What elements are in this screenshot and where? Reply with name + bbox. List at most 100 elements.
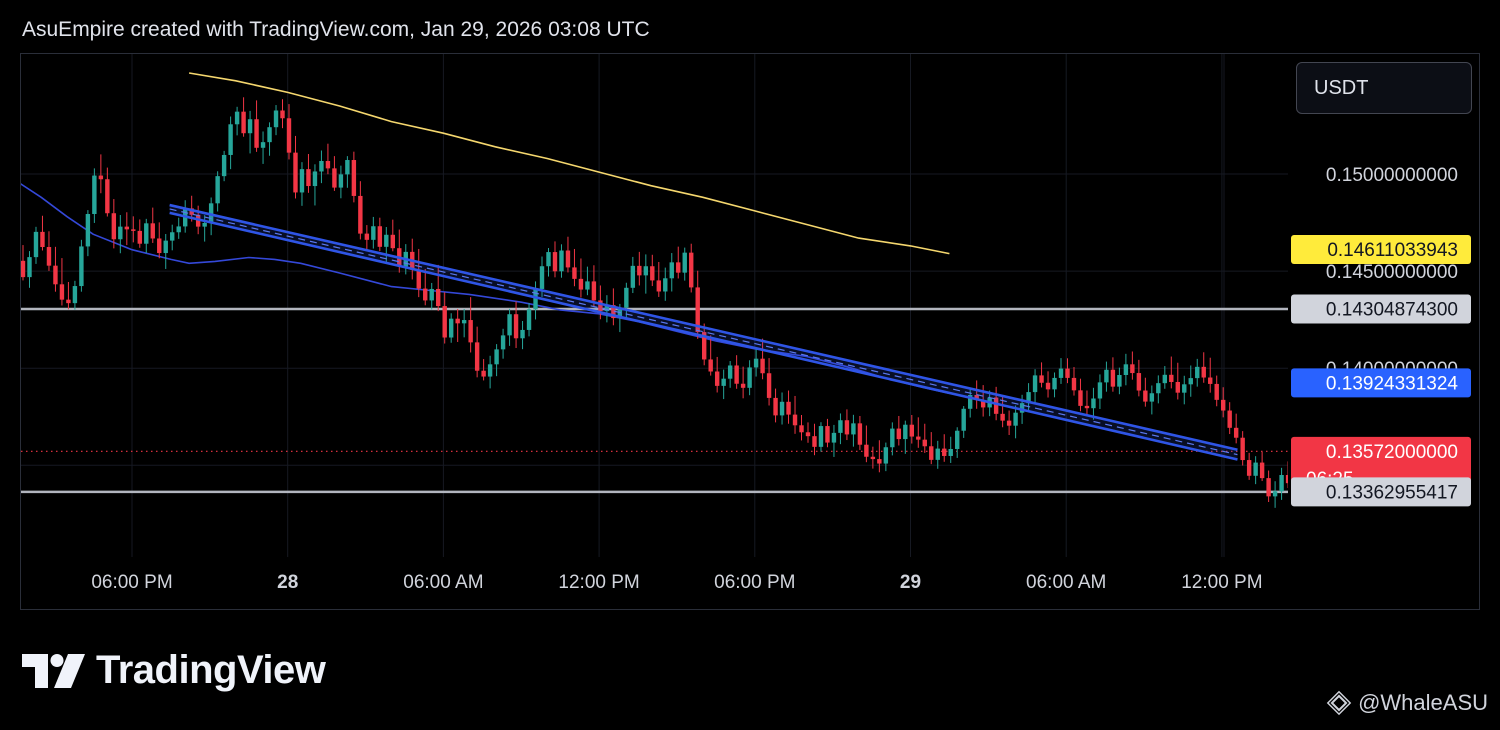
candle [1052, 372, 1057, 398]
y-axis-tick-label: 0.15000000000 [1326, 165, 1458, 186]
candle [565, 236, 571, 273]
candle [1468, 504, 1472, 529]
candle [267, 122, 272, 156]
candle [500, 328, 506, 359]
candle [105, 167, 110, 217]
candle [792, 395, 798, 434]
trend-channel[interactable] [169, 203, 1238, 461]
candle [812, 423, 817, 456]
candle [228, 116, 233, 170]
candle [423, 268, 428, 306]
candle [578, 258, 584, 298]
candle [877, 440, 882, 473]
candle [1285, 461, 1288, 489]
price-label-blue: 0.13924331324 [1291, 368, 1471, 398]
candle [526, 302, 532, 337]
candle [260, 131, 266, 164]
candle [111, 199, 117, 249]
credit-at-sign: @ [1358, 690, 1381, 715]
candle [215, 171, 220, 212]
candle [416, 248, 421, 298]
candle [740, 366, 746, 399]
candle [1013, 405, 1018, 439]
candle [241, 97, 246, 137]
candle [176, 217, 181, 239]
candle [137, 219, 142, 248]
candle [689, 243, 694, 293]
candle [53, 246, 58, 292]
candle [1117, 367, 1122, 395]
candle [72, 280, 78, 310]
candle [221, 150, 227, 182]
candle [1220, 387, 1226, 418]
currency-label: USDT [1314, 76, 1369, 99]
candle [552, 241, 558, 278]
author-credit: @ WhaleASU [1326, 690, 1488, 716]
candle [942, 434, 947, 462]
currency-button[interactable]: USDT [1296, 62, 1472, 114]
candle [773, 388, 778, 423]
candle [1032, 369, 1038, 405]
candle [273, 105, 279, 136]
candle [234, 106, 240, 136]
candle [1253, 456, 1258, 485]
candle [955, 427, 960, 458]
channel-median-line [169, 208, 1238, 456]
candle [727, 361, 733, 388]
candle [157, 222, 162, 259]
candle [643, 254, 649, 294]
candle [1058, 358, 1064, 384]
candle [753, 347, 759, 377]
candle [1240, 431, 1245, 466]
candle [714, 356, 720, 393]
tradingview-logo: TradingView [22, 648, 326, 693]
candle [760, 338, 765, 380]
candle [118, 214, 123, 254]
price-label-text: 0.13362955417 [1326, 482, 1458, 503]
candle [494, 344, 499, 377]
candle [779, 392, 785, 425]
candle [124, 212, 130, 246]
candle [299, 162, 305, 206]
candle [844, 409, 850, 441]
candle [948, 436, 953, 463]
candle [1480, 493, 1484, 519]
candle [306, 153, 311, 193]
candle [799, 415, 804, 441]
channel-upper-line[interactable] [169, 203, 1238, 452]
candle [1208, 357, 1213, 393]
candle [1272, 481, 1278, 508]
candle [909, 415, 914, 444]
x-axis-tick-label: 06:00 AM [1026, 572, 1106, 593]
candle [1246, 452, 1252, 480]
candle [890, 422, 895, 456]
candle [202, 215, 207, 242]
candle [1156, 375, 1161, 404]
candle [358, 181, 363, 240]
candle [429, 282, 434, 310]
candle [663, 267, 668, 301]
candle [695, 270, 700, 339]
chart-caption: AsuEmpire created with TradingView.com, … [22, 18, 650, 41]
x-axis-tick-label: 06:00 AM [403, 572, 483, 593]
x-axis-tick-label: 29 [900, 572, 921, 593]
candle [98, 154, 104, 194]
candle [280, 99, 285, 129]
candle [455, 308, 460, 342]
price-label-gray: 0.13362955417 [1291, 477, 1471, 507]
candle [144, 218, 149, 254]
channel-lower-line[interactable] [169, 211, 1238, 461]
candle [390, 219, 395, 252]
candle [21, 245, 26, 281]
candle [286, 104, 292, 160]
candle [1487, 497, 1491, 520]
candle [312, 164, 318, 206]
candle [79, 239, 84, 292]
candle [922, 423, 927, 453]
candle [377, 217, 383, 252]
candle [838, 413, 843, 445]
candle [66, 281, 71, 310]
candle [1123, 353, 1129, 386]
candle [1039, 362, 1044, 388]
